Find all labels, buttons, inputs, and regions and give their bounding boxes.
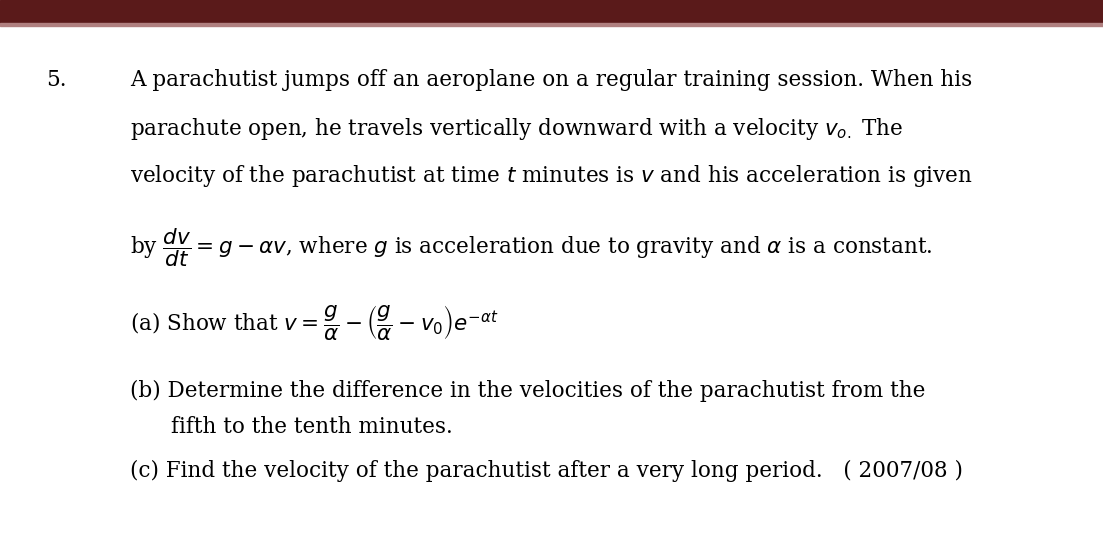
Text: by $\dfrac{dv}{dt} = g - \alpha v$, where $g$ is acceleration due to gravity and: by $\dfrac{dv}{dt} = g - \alpha v$, wher… xyxy=(130,226,933,269)
Text: parachute open, he travels vertically downward with a velocity $v_{o.}$ The: parachute open, he travels vertically do… xyxy=(130,116,903,142)
Text: (a) Show that $v = \dfrac{g}{\alpha} - \left(\dfrac{g}{\alpha} - v_0\right)e^{-\: (a) Show that $v = \dfrac{g}{\alpha} - \… xyxy=(130,303,499,342)
Text: 5.: 5. xyxy=(46,69,67,91)
Text: fifth to the tenth minutes.: fifth to the tenth minutes. xyxy=(171,416,452,438)
Text: (b) Determine the difference in the velocities of the parachutist from the: (b) Determine the difference in the velo… xyxy=(130,380,925,402)
Text: (c) Find the velocity of the parachutist after a very long period.   ( 2007/08 ): (c) Find the velocity of the parachutist… xyxy=(130,460,963,482)
Text: velocity of the parachutist at time $t$ minutes is $v$ and his acceleration is g: velocity of the parachutist at time $t$ … xyxy=(130,163,973,188)
Text: A parachutist jumps off an aeroplane on a regular training session. When his: A parachutist jumps off an aeroplane on … xyxy=(130,69,973,91)
